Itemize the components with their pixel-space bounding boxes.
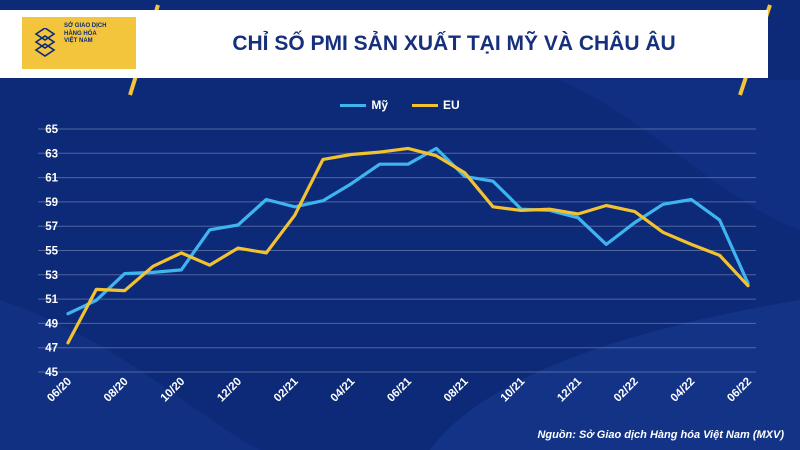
logo-text: SỞ GIAO DỊCH HÀNG HÓA VIỆT NAM xyxy=(64,23,134,46)
y-tick-label: 45 xyxy=(45,367,58,379)
legend-swatch-my xyxy=(340,103,367,107)
x-tick-label: 08/20 xyxy=(102,376,131,405)
x-tick-label: 06/22 xyxy=(725,376,754,405)
y-tick-label: 63 xyxy=(45,148,58,160)
legend-swatch-eu xyxy=(412,103,438,107)
y-tick-label: 55 xyxy=(45,246,58,258)
x-tick-label: 06/21 xyxy=(385,375,414,404)
x-tick-label: 08/21 xyxy=(442,375,471,404)
x-tick-label: 10/21 xyxy=(499,375,528,404)
logo: SỞ GIAO DỊCH HÀNG HÓA VIỆT NAM xyxy=(22,17,136,69)
x-tick-label: 02/21 xyxy=(272,375,301,404)
logo-mark-icon xyxy=(34,28,56,57)
legend-label-my: Mỹ xyxy=(371,98,388,112)
y-tick-label: 53 xyxy=(45,270,58,282)
series-line-my xyxy=(66,146,750,316)
x-tick-label: 04/21 xyxy=(329,375,358,404)
x-tick-label: 02/22 xyxy=(612,376,641,405)
y-tick-label: 65 xyxy=(45,124,58,136)
x-tick-label: 12/20 xyxy=(215,376,244,405)
y-tick-label: 51 xyxy=(45,294,58,306)
x-tick-label: 04/22 xyxy=(669,376,698,405)
legend-item-my: Mỹ xyxy=(340,98,388,112)
legend-item-eu: EU xyxy=(412,98,460,112)
logo-line: SỞ GIAO DỊCH xyxy=(64,23,107,29)
y-tick-label: 61 xyxy=(45,173,58,185)
y-tick-label: 59 xyxy=(45,197,58,209)
chart-legend: Mỹ EU xyxy=(0,98,800,112)
y-tick-label: 47 xyxy=(45,343,58,355)
chart-title: CHỈ SỐ PMI SẢN XUẤT TẠI MỸ VÀ CHÂU ÂU xyxy=(232,32,676,55)
legend-label-eu: EU xyxy=(443,98,460,112)
y-tick-label: 49 xyxy=(45,318,58,330)
x-tick-label: 06/20 xyxy=(45,376,74,405)
x-tick-label: 10/20 xyxy=(159,376,188,405)
source-note: Nguồn: Sở Giao dịch Hàng hóa Việt Nam (M… xyxy=(537,429,784,441)
logo-line: VIỆT NAM xyxy=(64,38,93,44)
y-tick-label: 57 xyxy=(45,221,58,233)
logo-line: HÀNG HÓA xyxy=(64,30,97,37)
x-tick-label: 12/21 xyxy=(555,375,584,404)
